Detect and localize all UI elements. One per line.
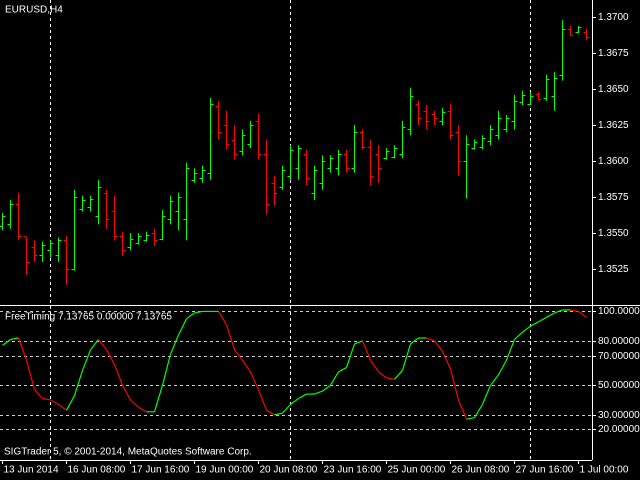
indicator-title: FreeTiming 7.13765 0.00000 7.13765 [5, 312, 172, 323]
indicator-segment [225, 324, 236, 350]
indicator-segment [90, 339, 99, 351]
y-tick-label: 1.3625 [598, 120, 629, 131]
x-tick-label: 27 Jun 16:00 [516, 465, 574, 476]
indicator-segment [457, 399, 468, 420]
indicator-segment [249, 371, 260, 390]
x-tick-label: 19 Jun 00:00 [196, 465, 254, 476]
indicator-segment [578, 310, 587, 318]
indicator-segment [10, 337, 19, 341]
indicator-segment [322, 384, 331, 392]
x-tick-label: 13 Jun 2014 [4, 465, 59, 476]
indicator-segment [505, 339, 516, 361]
y-tick-label: 1.3700 [598, 12, 629, 23]
indicator-segment [401, 343, 412, 371]
indicator-segment [410, 337, 419, 345]
x-tick-label: 16 Jun 08:00 [68, 465, 126, 476]
indicator-segment [497, 359, 508, 376]
indicator-segment [345, 343, 356, 368]
indicator-segment [434, 340, 443, 352]
y-tick-label: 1.3600 [598, 156, 629, 167]
indicator-segment [138, 406, 147, 413]
indicator-segment [354, 340, 363, 345]
y-tick-label: 80.000000 [598, 336, 640, 347]
indicator-segment [194, 310, 203, 314]
indicator-segment [522, 325, 531, 333]
indicator-segment [386, 377, 395, 380]
indicator-segment [2, 338, 11, 346]
indicator-segment [370, 359, 379, 373]
indicator-segment [466, 417, 475, 420]
indicator-segment [161, 354, 172, 386]
indicator-segment [394, 370, 403, 380]
indicator-segment [329, 371, 340, 386]
indicator-segment [73, 370, 84, 396]
indicator-segment [34, 389, 43, 399]
indicator-segment [481, 384, 492, 405]
y-tick-label: 70.000000 [598, 351, 640, 362]
chart-title: EURUSD,H4 [5, 5, 63, 16]
indicator-segment [81, 349, 92, 371]
y-tick-label: 1.3575 [598, 192, 629, 203]
indicator-segment [274, 412, 283, 416]
indicator-segment [426, 337, 435, 342]
indicator-segment [217, 311, 228, 326]
indicator-segment [514, 331, 523, 340]
indicator-segment [17, 337, 28, 361]
indicator-segment [449, 368, 460, 401]
x-tick-label: 1 Jul 00:00 [580, 465, 629, 476]
indicator-segment [361, 340, 372, 361]
indicator-segment [186, 312, 195, 320]
indicator-segment [530, 321, 539, 327]
indicator-segment [473, 404, 484, 418]
indicator-segment [538, 316, 547, 323]
y-tick-label: 1.3650 [598, 84, 629, 95]
y-tick-label: 1.3525 [598, 264, 629, 275]
y-tick-label: 20.000000 [598, 424, 640, 435]
indicator-segment [266, 409, 275, 416]
copyright: SIGTrader 5, © 2001-2014, MetaQuotes Sof… [4, 447, 252, 458]
y-tick-label: 1.3675 [598, 48, 629, 59]
indicator-segment [153, 385, 164, 412]
indicator-segment [177, 318, 188, 336]
indicator-segment [42, 397, 51, 401]
indicator-segment [441, 351, 452, 370]
x-tick-label: 25 Jun 00:00 [388, 465, 446, 476]
indicator-segment [546, 312, 555, 318]
y-tick-label: 100.000000 [598, 306, 640, 317]
indicator-segment [130, 399, 139, 408]
x-tick-label: 26 Jun 08:00 [452, 465, 510, 476]
indicator-segment [113, 364, 124, 386]
indicator-segment [314, 390, 323, 395]
indicator-segment [58, 403, 67, 411]
indicator-segment [65, 395, 76, 411]
x-tick-label: 23 Jun 16:00 [324, 465, 382, 476]
indicator-segment [121, 384, 132, 401]
indicator-segment [25, 359, 36, 390]
indicator-segment [554, 309, 563, 314]
y-tick-label: 1.3550 [598, 228, 629, 239]
indicator-segment [98, 339, 107, 351]
indicator-segment [50, 399, 59, 405]
indicator-segment [169, 334, 180, 355]
indicator-segment [105, 349, 116, 365]
period-separators [50, 0, 531, 460]
y-tick-label: 50.000000 [598, 380, 640, 391]
indicator-segment [378, 371, 387, 379]
indicator-segment [242, 359, 251, 373]
indicator-segment [234, 349, 243, 361]
indicator-segment [338, 366, 347, 373]
indicator-segment [257, 389, 268, 411]
indicator-segment [290, 398, 299, 405]
indicator-segment [282, 403, 291, 414]
y-tick-label: 30.000000 [598, 410, 640, 421]
indicator-segment [490, 374, 499, 386]
x-tick-label: 17 Jun 16:00 [132, 465, 190, 476]
indicator-segment [570, 309, 579, 313]
indicator-segment [298, 393, 307, 400]
frame [0, 0, 640, 461]
x-tick-label: 20 Jun 08:00 [260, 465, 318, 476]
